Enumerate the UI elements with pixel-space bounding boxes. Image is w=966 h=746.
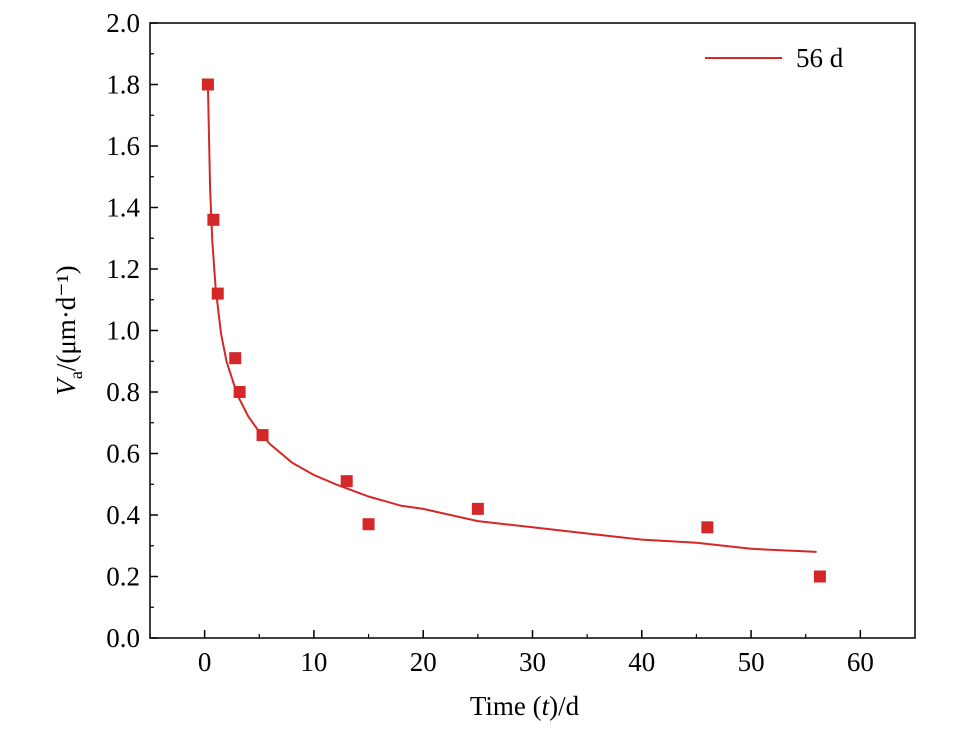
- data-point: [362, 518, 375, 531]
- axes: 0 10 20 30 40 50 60 0.0 0.2 0.4 0.6 0.8 1.0 1.2 1.4 1.6…: [106, 8, 916, 677]
- data-point: [471, 502, 484, 515]
- legend-label: 56 d: [796, 43, 844, 73]
- data-point: [813, 570, 826, 583]
- y-tick-label: 1.6: [106, 131, 140, 161]
- data-point: [211, 287, 224, 300]
- legend: 56 d: [705, 43, 844, 73]
- y-tick-label: 2.0: [106, 8, 140, 38]
- y-tick-label: 0.0: [106, 623, 140, 653]
- data-point: [207, 213, 220, 226]
- y-tick-label: 0.8: [106, 377, 140, 407]
- data-point: [233, 386, 246, 398]
- y-tick-label: 1.0: [106, 316, 140, 346]
- y-tick-label: 0.6: [106, 439, 140, 469]
- x-tick-label: 10: [300, 647, 327, 677]
- fit-line-56d: [206, 84, 817, 553]
- y-tick-label: 0.4: [106, 500, 140, 530]
- x-tick-label: 0: [198, 647, 212, 677]
- x-axis-title: Time (t)/d: [470, 691, 580, 721]
- y-tick-label: 0.2: [106, 562, 140, 592]
- y-axis-title: Va/(μm·d⁻¹): [51, 265, 86, 395]
- data-point: [201, 78, 214, 91]
- y-tick-label: 1.4: [106, 193, 140, 223]
- x-tick-label: 40: [628, 647, 655, 677]
- y-tick-label: 1.2: [106, 254, 140, 284]
- y-tick-label: 1.8: [106, 70, 140, 100]
- data-point: [340, 475, 353, 488]
- plot-frame: [149, 22, 916, 639]
- x-tick-label: 30: [519, 647, 546, 677]
- x-tick-label: 50: [738, 647, 765, 677]
- data-point: [256, 429, 269, 442]
- x-tick-label: 60: [847, 647, 874, 677]
- data-point: [701, 521, 714, 534]
- x-tick-label: 20: [410, 647, 437, 677]
- plot-area: [201, 78, 826, 583]
- data-point: [229, 352, 242, 365]
